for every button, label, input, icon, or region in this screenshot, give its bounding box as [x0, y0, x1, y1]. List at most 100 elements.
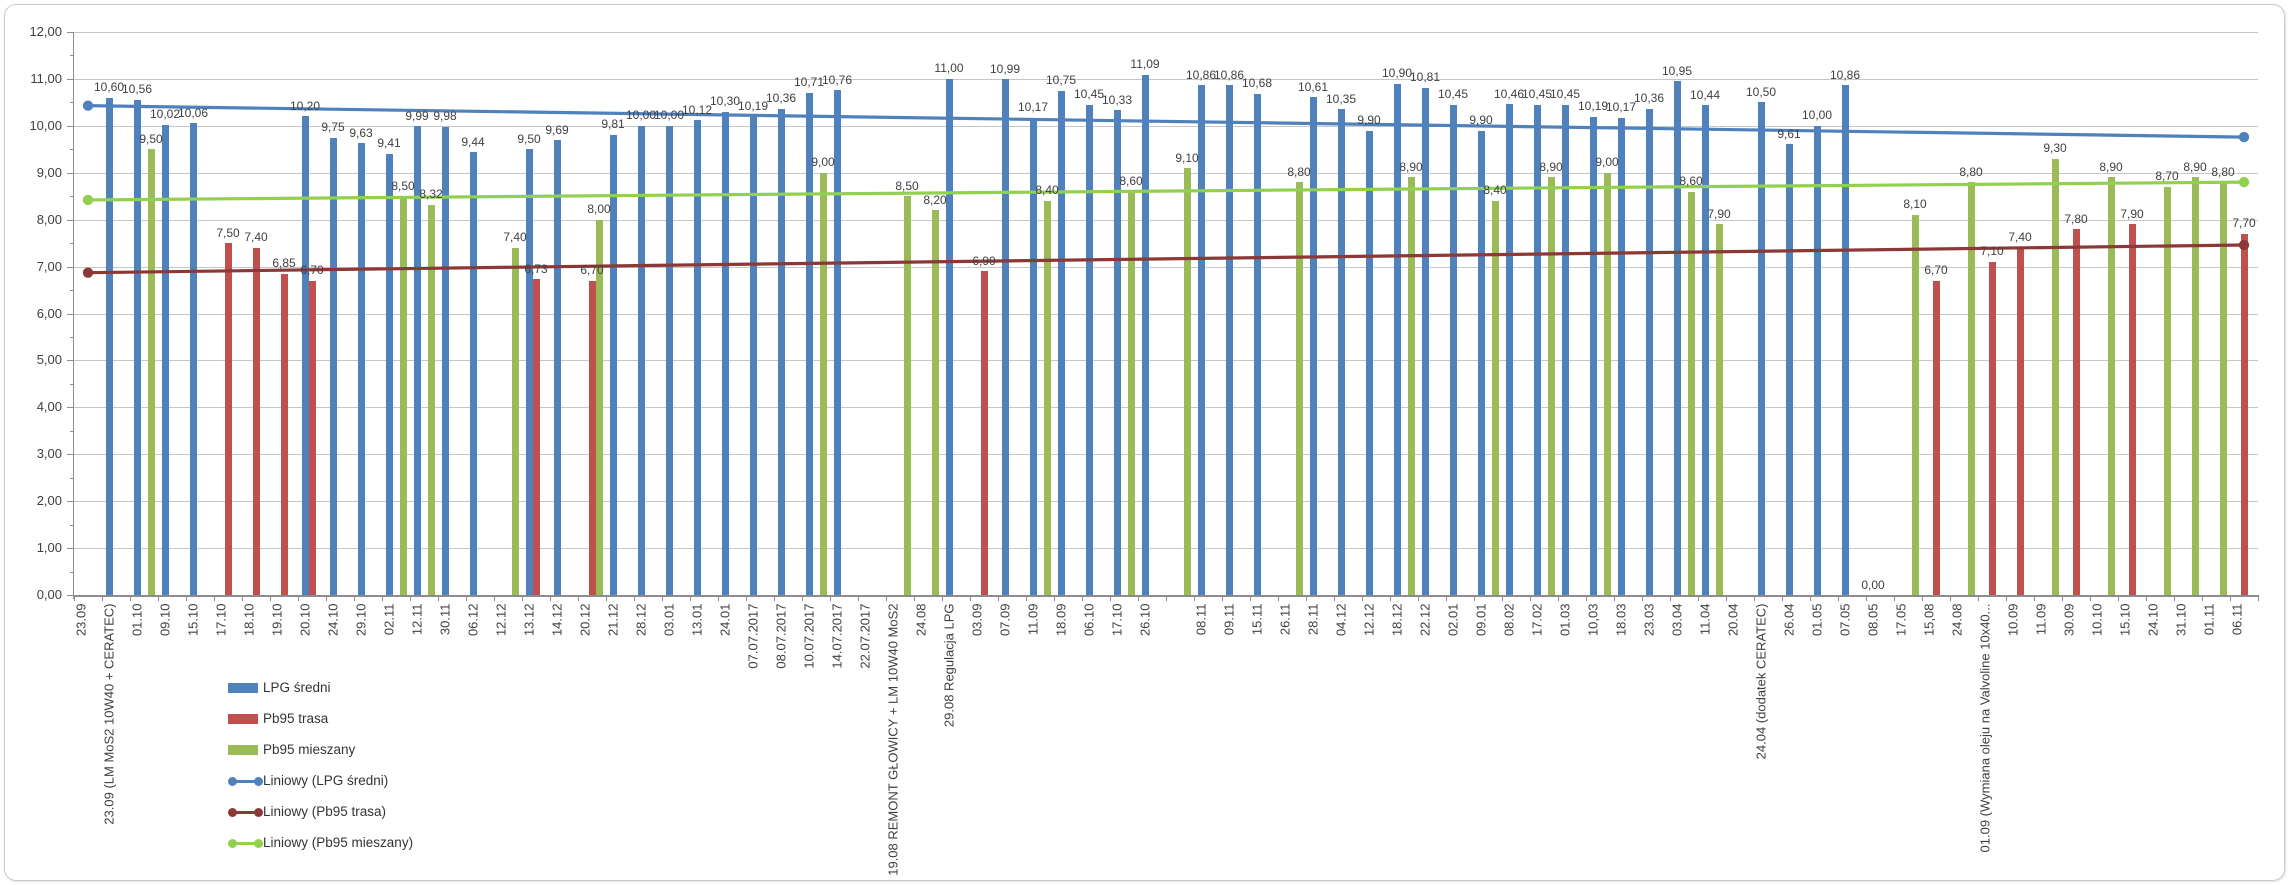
- bar-mieszany[interactable]: [1715, 224, 1723, 595]
- bar-lpg[interactable]: [637, 125, 645, 595]
- bar-lpg[interactable]: [1337, 109, 1345, 595]
- bar-lpg[interactable]: [1589, 116, 1597, 595]
- bar-lpg[interactable]: [1001, 79, 1009, 595]
- legend-item-5[interactable]: Liniowy (Pb95 trasa): [228, 796, 413, 827]
- bar-lpg[interactable]: [1113, 110, 1121, 595]
- bar-lpg[interactable]: [1841, 85, 1849, 595]
- x-tick-label: 11.09: [2033, 603, 2048, 635]
- legend-item-6[interactable]: Liniowy (Pb95 mieszany): [228, 827, 413, 858]
- bar-lpg[interactable]: [1057, 90, 1065, 595]
- bar-lpg[interactable]: [1645, 108, 1653, 595]
- bar-lpg[interactable]: [1757, 102, 1765, 595]
- bar-lpg[interactable]: [693, 120, 701, 595]
- bar-lpg[interactable]: [777, 108, 785, 595]
- bar-lpg[interactable]: [1253, 93, 1261, 595]
- bar-lpg[interactable]: [1533, 104, 1541, 595]
- legend-item-4[interactable]: Liniowy (LPG średni): [228, 765, 413, 796]
- bar-trasa[interactable]: [2128, 224, 2136, 595]
- legend-item-1[interactable]: LPG średni: [228, 672, 413, 703]
- bar-mieszany[interactable]: [595, 219, 603, 595]
- legend-item-3[interactable]: Pb95 mieszany: [228, 734, 413, 765]
- bar-mieszany[interactable]: [931, 210, 939, 595]
- bar-trasa[interactable]: [280, 273, 288, 595]
- bar-trasa[interactable]: [532, 279, 540, 595]
- bar-mieszany[interactable]: [1043, 200, 1051, 595]
- bar-trasa[interactable]: [980, 271, 988, 595]
- bar-mieszany[interactable]: [2107, 177, 2115, 595]
- bar-lpg[interactable]: [1421, 87, 1429, 595]
- bar-trasa[interactable]: [308, 280, 316, 595]
- bar-mieszany[interactable]: [819, 172, 827, 595]
- bar-trasa[interactable]: [252, 247, 260, 595]
- bar-mieszany[interactable]: [511, 247, 519, 595]
- bar-lpg[interactable]: [385, 153, 393, 595]
- bar-trasa[interactable]: [2016, 247, 2024, 595]
- bar-lpg[interactable]: [161, 124, 169, 595]
- bar-lpg[interactable]: [1141, 74, 1149, 595]
- bar-lpg[interactable]: [1701, 105, 1709, 595]
- bar-mieszany[interactable]: [1183, 168, 1191, 595]
- bar-lpg[interactable]: [665, 125, 673, 595]
- bar-mieszany[interactable]: [2163, 186, 2171, 595]
- bar-lpg[interactable]: [1449, 104, 1457, 595]
- bar-lpg[interactable]: [805, 92, 813, 595]
- legend-item-2[interactable]: Pb95 trasa: [228, 703, 413, 734]
- x-axis-tick: [1838, 596, 1839, 601]
- bar-lpg[interactable]: [525, 149, 533, 595]
- bar-lpg[interactable]: [1029, 117, 1037, 595]
- bar-lpg[interactable]: [945, 78, 953, 595]
- bar-mieszany[interactable]: [1547, 177, 1555, 595]
- bar-lpg[interactable]: [749, 116, 757, 595]
- bar-lpg[interactable]: [133, 99, 141, 595]
- bar-lpg[interactable]: [441, 126, 449, 595]
- bar-lpg[interactable]: [1225, 85, 1233, 595]
- bar-lpg[interactable]: [1673, 81, 1681, 595]
- bar-trasa[interactable]: [224, 243, 232, 595]
- bar-lpg[interactable]: [1365, 130, 1373, 595]
- bar-lpg[interactable]: [609, 134, 617, 595]
- bar-lpg[interactable]: [329, 137, 337, 595]
- bar-mieszany[interactable]: [1407, 177, 1415, 595]
- bar-lpg[interactable]: [833, 90, 841, 595]
- bar-mieszany[interactable]: [399, 196, 407, 595]
- bar-mieszany[interactable]: [1911, 214, 1919, 595]
- bar-lpg[interactable]: [469, 152, 477, 595]
- x-tick-label: 26.04: [1781, 603, 1796, 636]
- bar-trasa[interactable]: [2240, 233, 2248, 595]
- bar-trasa[interactable]: [2072, 229, 2080, 595]
- bar-lpg[interactable]: [1813, 125, 1821, 595]
- bar-mieszany[interactable]: [1491, 200, 1499, 595]
- bar-mieszany[interactable]: [1687, 191, 1695, 595]
- bar-lpg[interactable]: [1785, 144, 1793, 595]
- bar-lpg[interactable]: [301, 116, 309, 595]
- bar-mieszany[interactable]: [1295, 182, 1303, 595]
- bar-mieszany[interactable]: [2219, 182, 2227, 595]
- bar-lpg[interactable]: [1561, 104, 1569, 595]
- bar-lpg[interactable]: [1477, 130, 1485, 595]
- bar-lpg[interactable]: [1085, 104, 1093, 595]
- bar-lpg[interactable]: [413, 126, 421, 595]
- bar-lpg[interactable]: [1393, 83, 1401, 595]
- bar-lpg[interactable]: [189, 123, 197, 595]
- bar-trasa[interactable]: [1932, 280, 1940, 595]
- bar-lpg[interactable]: [1309, 97, 1317, 595]
- y-major-tick: [67, 172, 74, 174]
- bar-trasa[interactable]: [1988, 261, 1996, 595]
- bar-lpg[interactable]: [1197, 85, 1205, 595]
- bar-lpg[interactable]: [721, 111, 729, 595]
- bar-mieszany[interactable]: [1603, 172, 1611, 595]
- bar-lpg[interactable]: [1505, 104, 1513, 595]
- bar-mieszany[interactable]: [1967, 182, 1975, 595]
- bar-lpg[interactable]: [105, 97, 113, 595]
- x-tick-label: 17.05: [1893, 603, 1908, 636]
- bar-lpg[interactable]: [1617, 117, 1625, 595]
- bar-mieszany[interactable]: [903, 196, 911, 595]
- bar-mieszany[interactable]: [1127, 191, 1135, 595]
- bar-mieszany[interactable]: [427, 204, 435, 595]
- bar-lpg[interactable]: [553, 140, 561, 595]
- bar-mieszany[interactable]: [2191, 177, 2199, 595]
- bar-mieszany[interactable]: [2051, 158, 2059, 595]
- bar-trasa[interactable]: [588, 280, 596, 595]
- bar-mieszany[interactable]: [147, 149, 155, 595]
- bar-lpg[interactable]: [357, 143, 365, 595]
